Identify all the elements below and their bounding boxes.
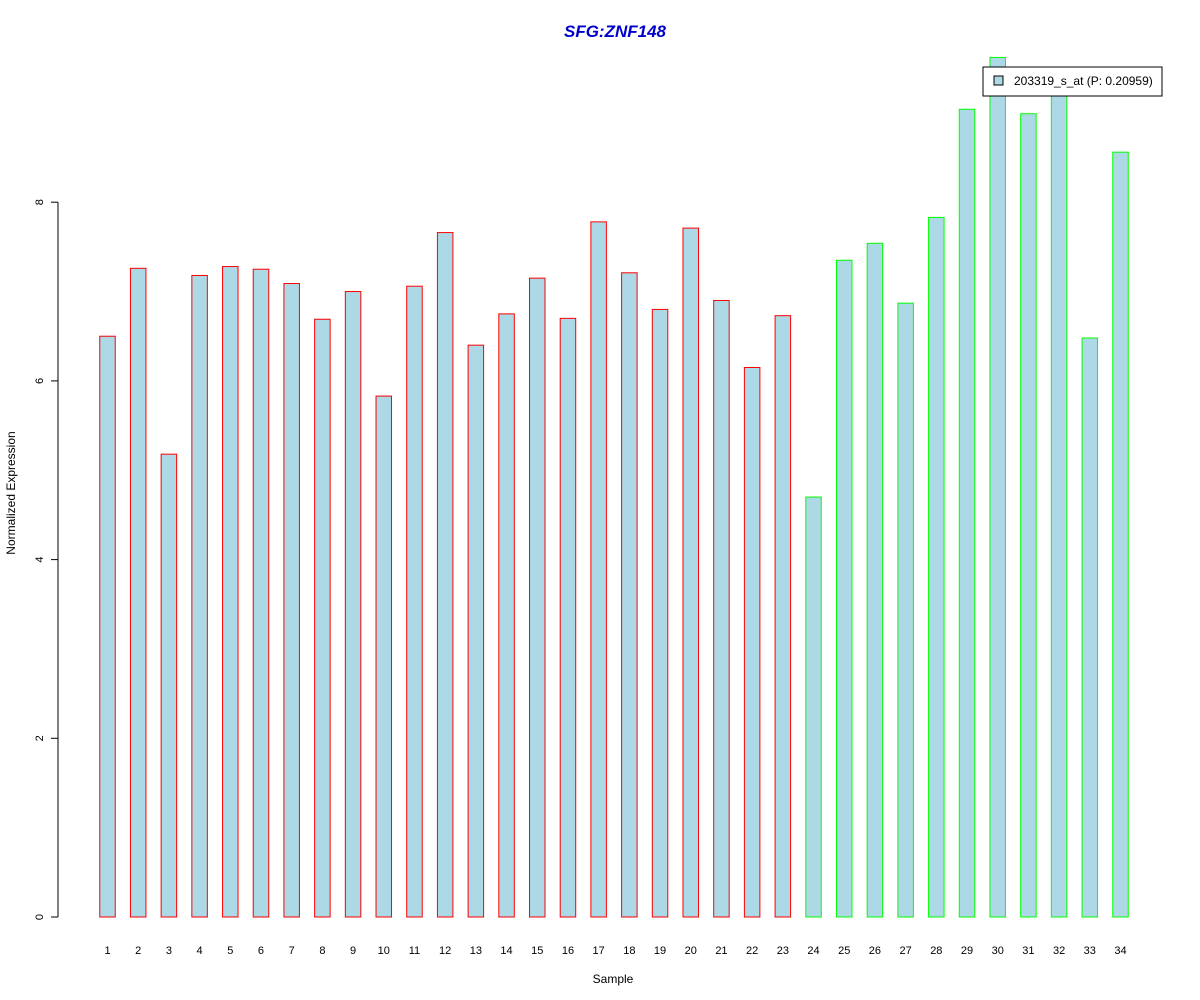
x-tick-label: 33 bbox=[1084, 945, 1096, 957]
x-tick-label: 4 bbox=[197, 945, 203, 957]
x-tick-label: 6 bbox=[258, 945, 264, 957]
x-tick-label: 11 bbox=[409, 945, 420, 957]
x-tick-label: 30 bbox=[992, 945, 1004, 957]
bar bbox=[928, 216, 945, 918]
bar bbox=[283, 283, 300, 918]
x-tick-label: 25 bbox=[838, 945, 850, 957]
bar bbox=[344, 291, 362, 918]
y-axis: 0 2 4 6 8 bbox=[34, 199, 59, 920]
x-tick-label: 26 bbox=[869, 945, 881, 957]
x-tick-label: 3 bbox=[166, 945, 172, 957]
bar bbox=[682, 227, 699, 918]
bar bbox=[1050, 88, 1068, 918]
bar bbox=[897, 302, 914, 918]
x-tick-label: 14 bbox=[500, 945, 512, 957]
bar bbox=[99, 335, 116, 918]
bar bbox=[958, 108, 976, 918]
bar bbox=[1020, 113, 1037, 918]
x-tick-label: 1 bbox=[104, 945, 110, 957]
bar bbox=[559, 317, 577, 918]
x-tick-label: 12 bbox=[439, 945, 451, 957]
x-axis-label: Sample bbox=[593, 972, 634, 986]
y-tick-label: 6 bbox=[34, 378, 46, 384]
bar bbox=[774, 315, 792, 918]
bar bbox=[498, 313, 515, 918]
x-tick-label: 16 bbox=[562, 945, 574, 957]
bar bbox=[191, 274, 208, 918]
x-tick-label: 34 bbox=[1114, 945, 1126, 957]
x-tick-label: 5 bbox=[227, 945, 233, 957]
legend-box bbox=[982, 66, 1163, 97]
bar bbox=[222, 266, 239, 918]
x-tick-labels: 1 2 3 4 5 6 7 8 9 10 11 12 13 14 15 16 17 18 19 20 21 22 23 24 2… bbox=[104, 945, 1126, 957]
bar bbox=[713, 299, 730, 918]
bar bbox=[835, 259, 853, 918]
x-tick-label: 27 bbox=[899, 945, 911, 957]
x-tick-label: 19 bbox=[654, 945, 666, 957]
x-tick-label: 21 bbox=[715, 945, 727, 957]
x-tick-label: 7 bbox=[289, 945, 295, 957]
x-tick-label: 15 bbox=[531, 945, 543, 957]
x-tick-label: 9 bbox=[350, 945, 356, 957]
x-tick-label: 24 bbox=[807, 945, 819, 957]
bar bbox=[436, 232, 454, 918]
chart-title: SFG:ZNF148 bbox=[564, 22, 667, 41]
bar bbox=[1112, 151, 1129, 918]
x-tick-label: 22 bbox=[746, 945, 758, 957]
bar bbox=[866, 242, 884, 918]
x-tick-label: 28 bbox=[930, 945, 942, 957]
x-tick-label: 10 bbox=[378, 945, 390, 957]
x-tick-label: 23 bbox=[777, 945, 789, 957]
y-tick-label: 8 bbox=[34, 199, 46, 205]
bar bbox=[406, 285, 423, 918]
bar bbox=[743, 366, 761, 918]
bars-group bbox=[99, 56, 1129, 918]
bar bbox=[651, 308, 669, 918]
y-tick-label: 0 bbox=[34, 914, 46, 920]
y-tick-label: 2 bbox=[34, 735, 46, 741]
x-tick-label: 17 bbox=[593, 945, 605, 957]
legend-label: 203319_s_at (P: 0.20959) bbox=[1014, 74, 1153, 88]
x-tick-label: 2 bbox=[135, 945, 141, 957]
bar bbox=[129, 267, 147, 918]
bar bbox=[621, 272, 638, 918]
bar bbox=[160, 453, 178, 918]
bar bbox=[252, 268, 270, 918]
legend-swatch bbox=[993, 75, 1004, 86]
x-tick-label: 18 bbox=[623, 945, 635, 957]
bar bbox=[590, 221, 607, 918]
bar bbox=[1081, 337, 1099, 918]
bar bbox=[467, 344, 485, 918]
x-tick-label: 32 bbox=[1053, 945, 1065, 957]
bar bbox=[375, 395, 393, 918]
x-tick-label: 8 bbox=[319, 945, 325, 957]
x-tick-label: 13 bbox=[470, 945, 482, 957]
bar bbox=[529, 277, 546, 918]
x-tick-label: 29 bbox=[961, 945, 973, 957]
bar bbox=[989, 56, 1006, 918]
bar bbox=[805, 496, 822, 918]
y-axis-label: Normalized Expression bbox=[4, 431, 18, 554]
y-tick-label: 4 bbox=[34, 557, 46, 563]
x-tick-label: 31 bbox=[1022, 945, 1034, 957]
legend: 203319_s_at (P: 0.20959) bbox=[982, 66, 1163, 97]
bar bbox=[314, 318, 331, 918]
x-tick-label: 20 bbox=[685, 945, 697, 957]
